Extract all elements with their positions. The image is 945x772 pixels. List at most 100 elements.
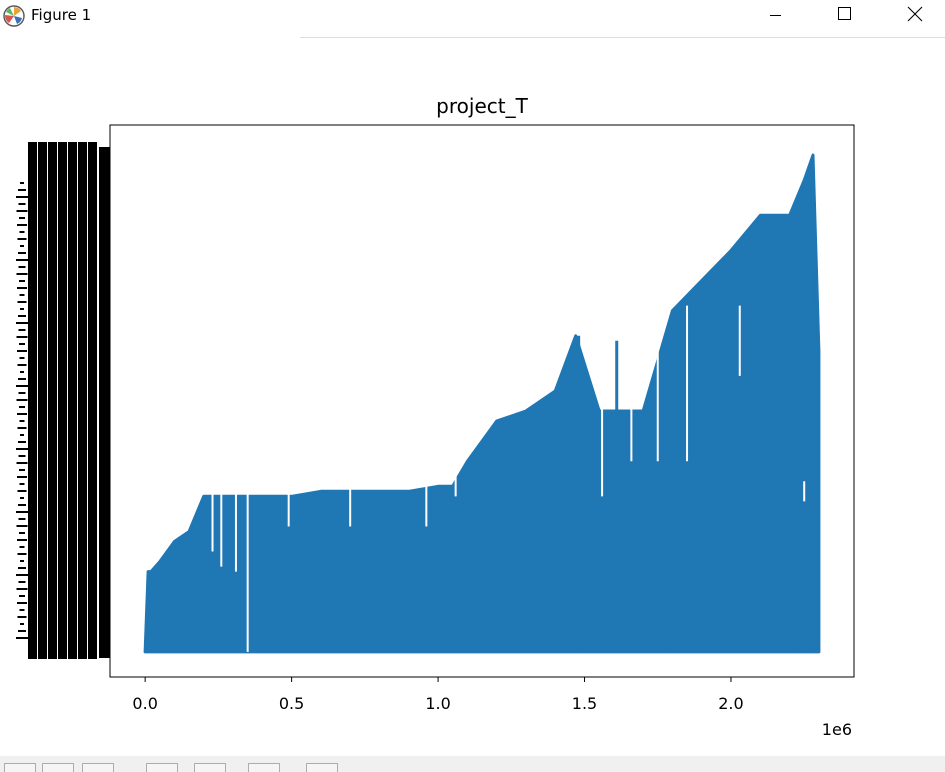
y-tick-label-fragment bbox=[16, 462, 28, 464]
forward-icon[interactable] bbox=[82, 763, 114, 772]
y-tick-label-fragment bbox=[18, 252, 26, 254]
y-tick-label-block bbox=[48, 142, 57, 659]
y-tick-label-fragment bbox=[16, 637, 28, 639]
y-tick-label-fragment bbox=[16, 210, 28, 212]
y-tick-label-fragment bbox=[17, 301, 27, 303]
y-tick-label-fragment bbox=[19, 280, 25, 282]
y-tick-label-fragment bbox=[19, 217, 25, 219]
y-tick-label-fragment bbox=[20, 371, 24, 373]
y-tick-label-fragment bbox=[19, 595, 25, 597]
y-tick-label-fragment bbox=[19, 294, 25, 296]
y-tick-label-fragment bbox=[19, 609, 25, 611]
minimize-button[interactable] bbox=[752, 0, 798, 32]
window-titlebar: Figure 1 bbox=[0, 0, 945, 32]
titlebar-divider bbox=[300, 37, 945, 38]
y-tick-label-fragment bbox=[18, 266, 26, 268]
minimize-icon bbox=[770, 15, 781, 16]
back-icon[interactable] bbox=[42, 763, 74, 772]
pan-icon[interactable] bbox=[146, 763, 178, 772]
y-tick-label-band bbox=[16, 142, 110, 659]
figure-toolbar bbox=[0, 756, 945, 772]
y-tick-label-fragment bbox=[18, 329, 26, 331]
y-tick-label-fragment bbox=[18, 504, 26, 506]
y-tick-label-fragment bbox=[17, 350, 27, 352]
axes-frame bbox=[109, 124, 855, 678]
close-icon bbox=[907, 6, 923, 22]
y-tick-label-fragment bbox=[16, 399, 28, 401]
zoom-icon[interactable] bbox=[194, 763, 226, 772]
chart-title: project_T bbox=[436, 94, 528, 118]
y-tick-label-fragment bbox=[16, 336, 28, 338]
y-tick-label-fragment bbox=[17, 224, 27, 226]
y-tick-mark-block bbox=[99, 147, 110, 658]
y-tick-label-block bbox=[28, 142, 37, 659]
y-tick-label-fragment bbox=[16, 273, 28, 275]
y-tick-label-fragment bbox=[18, 441, 26, 443]
x-tick-label: 0.0 bbox=[132, 694, 157, 713]
y-tick-label-fragment bbox=[16, 196, 28, 198]
y-tick-label-fragment bbox=[18, 455, 26, 457]
matplotlib-icon bbox=[3, 5, 25, 27]
y-tick-label-fragment bbox=[19, 406, 25, 408]
y-tick-label-fragment bbox=[16, 511, 28, 513]
x-axis: 0.0 0.5 1.0 1.5 2.0 bbox=[132, 677, 744, 713]
y-tick-label-fragment bbox=[16, 385, 28, 387]
y-tick-label-block bbox=[58, 142, 67, 659]
y-tick-label-fragment bbox=[20, 497, 24, 499]
y-tick-label-fragment bbox=[20, 434, 24, 436]
y-tick-label-fragment bbox=[17, 616, 27, 618]
maximize-icon bbox=[838, 7, 851, 20]
y-tick-label-fragment bbox=[17, 490, 27, 492]
y-tick-label-fragment bbox=[17, 602, 27, 604]
y-tick-label-fragment bbox=[18, 392, 26, 394]
y-tick-label-fragment bbox=[19, 420, 25, 422]
y-tick-label-fragment bbox=[16, 574, 28, 576]
x-tick-label: 0.5 bbox=[279, 694, 304, 713]
y-tick-label-fragment bbox=[18, 630, 26, 632]
y-tick-label-fragment bbox=[20, 245, 24, 247]
y-tick-label-fragment bbox=[19, 483, 25, 485]
y-tick-label-fragment bbox=[18, 581, 26, 583]
y-tick-label-fragment bbox=[20, 182, 24, 184]
y-tick-label-fragment bbox=[17, 553, 27, 555]
y-tick-label-block bbox=[88, 142, 97, 659]
figure-canvas[interactable]: project_T 0.0 0.5 1.0 1.5 2.0 1e6 bbox=[0, 38, 945, 756]
plot-area bbox=[143, 153, 821, 654]
x-tick-label: 1.5 bbox=[572, 694, 597, 713]
y-tick-label-fragment bbox=[17, 476, 27, 478]
y-tick-label-block bbox=[38, 142, 47, 659]
y-tick-label-fragment bbox=[16, 448, 28, 450]
y-tick-label-fragment bbox=[18, 189, 26, 191]
y-tick-label-fragment bbox=[19, 343, 25, 345]
y-tick-label-fragment bbox=[17, 427, 27, 429]
y-tick-label-fragment bbox=[16, 259, 28, 261]
y-tick-label-fragment bbox=[16, 525, 28, 527]
y-tick-label-fragment bbox=[18, 518, 26, 520]
x-tick-label: 1.0 bbox=[425, 694, 450, 713]
y-tick-label-fragment bbox=[17, 238, 27, 240]
y-tick-label-block bbox=[78, 142, 87, 659]
y-tick-label-fragment bbox=[18, 203, 26, 205]
y-tick-label-fragment bbox=[18, 315, 26, 317]
y-tick-label-fragment bbox=[17, 413, 27, 415]
y-tick-label-fragment bbox=[19, 532, 25, 534]
configure-icon[interactable] bbox=[248, 763, 280, 772]
save-icon[interactable] bbox=[306, 763, 338, 772]
close-button[interactable] bbox=[892, 0, 938, 32]
y-tick-label-fragment bbox=[16, 322, 28, 324]
y-tick-label-fragment bbox=[16, 588, 28, 590]
y-tick-label-fragment bbox=[20, 623, 24, 625]
chart: project_T 0.0 0.5 1.0 1.5 2.0 1e6 bbox=[16, 94, 855, 739]
home-icon[interactable] bbox=[4, 763, 36, 772]
y-tick-label-fragment bbox=[19, 546, 25, 548]
y-tick-label-fragment bbox=[17, 287, 27, 289]
y-tick-label-fragment bbox=[19, 357, 25, 359]
x-offset-label: 1e6 bbox=[822, 720, 852, 739]
y-tick-label-fragment bbox=[18, 567, 26, 569]
y-tick-label-fragment bbox=[19, 231, 25, 233]
series-line-0 bbox=[143, 153, 821, 654]
y-tick-label-fragment bbox=[19, 469, 25, 471]
maximize-button[interactable] bbox=[821, 0, 867, 32]
y-tick-label-fragment bbox=[20, 560, 24, 562]
y-tick-label-fragment bbox=[18, 378, 26, 380]
